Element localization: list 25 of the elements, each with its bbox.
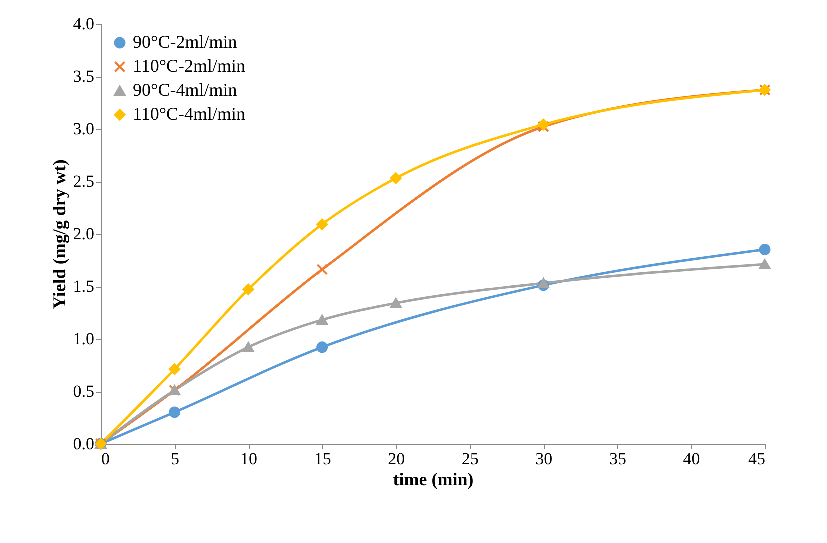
y-tick-label: 0.0 <box>73 434 94 454</box>
x-tick-label: 25 <box>462 450 479 468</box>
x-axis-title: time (min) <box>393 470 474 490</box>
x-tick-label: 15 <box>314 450 332 468</box>
y-tick-label: 2.0 <box>73 224 94 244</box>
x-tick-label: 5 <box>171 450 180 468</box>
x-tick-label: 40 <box>683 450 700 468</box>
y-tick-label: 1.5 <box>73 277 94 296</box>
y-axis-title: Yield (mg/g dry wt) <box>49 160 70 310</box>
x-tick-label: 45 <box>748 450 766 468</box>
x-tick-label: 35 <box>609 450 626 468</box>
x-tick-label: 0 <box>102 450 110 468</box>
legend-label: 110°C-4ml/min <box>133 104 246 124</box>
y-tick-label: 1.0 <box>73 330 94 348</box>
legend-label: 110°C-2ml/min <box>133 56 246 76</box>
x-tick-label: 30 <box>536 450 553 468</box>
y-tick-label: 2.5 <box>73 172 94 191</box>
y-tick-label: 4.0 <box>73 14 94 34</box>
y-tick-label: 0.5 <box>73 382 94 401</box>
x-tick-label: 10 <box>240 450 258 468</box>
x-tick-label: 20 <box>388 450 406 468</box>
legend-label: 90°C-2ml/min <box>133 32 238 52</box>
y-tick-label: 3.0 <box>73 120 94 138</box>
legend-label: 90°C-4ml/min <box>133 80 238 100</box>
y-tick-label: 3.5 <box>73 67 94 86</box>
